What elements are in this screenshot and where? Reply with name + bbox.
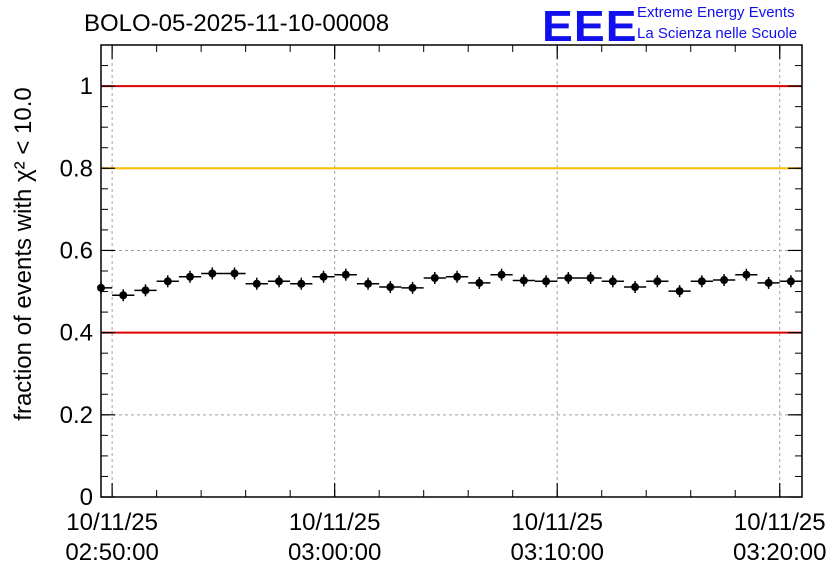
point-marker [97,283,105,292]
data-point [356,277,380,290]
point-marker [586,273,595,282]
point-marker [364,279,373,288]
x-tick-time: 03:00:00 [287,539,382,566]
y-tick-label: 1 [80,73,93,100]
point-marker [675,287,684,296]
x-tick-label: 10/11/25 03:10:00 [510,508,603,568]
y-axis-label: fraction of events with χ² < 10.0 [10,87,37,421]
point-marker [519,276,528,285]
point-marker [341,270,350,279]
point-marker [542,277,551,286]
point-marker [497,270,506,279]
point-marker [386,283,395,292]
point-marker [786,277,795,286]
data-points [97,267,802,302]
data-point [290,277,313,290]
data-point [579,271,602,284]
point-marker [186,272,195,281]
point-marker [163,277,172,286]
point-marker [430,273,439,282]
data-point [334,268,357,281]
point-marker [697,277,706,286]
data-point [245,277,268,290]
point-marker [608,277,617,286]
data-point [134,284,157,297]
x-tick-date: 10/11/25 [66,509,158,536]
point-marker [297,279,306,288]
point-marker [720,276,729,285]
data-point [312,270,335,283]
y-tick-label: 0.8 [60,155,93,182]
data-point [423,271,446,284]
chart-title: BOLO-05-2025-11-10-00008 [84,10,390,37]
data-point [223,267,246,280]
plot-frame [100,44,803,498]
data-point [512,274,535,287]
y-tick-label: 0.4 [60,320,93,347]
data-point [557,271,580,284]
data-point [712,274,736,287]
data-point [97,281,113,294]
data-point [623,281,647,294]
data-point [779,275,802,288]
x-tick-date: 10/11/25 [733,509,826,536]
point-marker [319,272,328,281]
grid-lines [101,45,802,497]
x-tick-date: 10/11/25 [288,509,381,536]
data-point [178,270,202,283]
data-point [646,275,669,288]
point-marker [764,278,773,287]
data-point [690,275,713,288]
y-tick-label: 0.2 [60,402,93,429]
x-tick-label: 10/11/25 02:50:00 [65,508,158,568]
point-marker [742,270,751,279]
data-point [401,281,424,294]
point-marker [119,291,128,300]
data-point [379,281,402,294]
data-point [668,285,691,298]
data-point [267,275,291,288]
y-tick-label: 0 [80,484,93,511]
y-tick-label: 0.6 [60,237,93,264]
data-point [468,276,491,289]
logo-subtitle-line2: La Scienza nelle Scuole [637,25,798,42]
point-marker [275,277,284,286]
axis-ticks: 0 0.2 0.4 0.6 0.8 1 [60,44,802,511]
data-point [601,275,624,288]
x-tick-time: 03:10:00 [510,539,604,566]
data-point [757,276,780,289]
data-point [490,268,513,281]
logo-subtitle-line1: Extreme Energy Events [637,4,795,21]
data-point [112,289,135,302]
point-marker [230,269,239,278]
x-tick-time: 03:20:00 [733,539,827,566]
x-tick-label: 10/11/25 03:00:00 [288,508,381,568]
data-point [735,268,758,281]
data-point [156,275,179,288]
data-point [201,267,224,280]
x-tick-label: 10/11/25 03:20:00 [733,508,826,568]
data-point [534,275,558,288]
data-point [445,270,469,283]
x-tick-time: 02:50:00 [65,539,159,566]
x-tick-date: 10/11/25 [511,509,604,536]
point-marker [408,283,417,292]
point-marker [475,278,484,287]
eee-logo: EEE [542,2,638,51]
point-marker [141,286,150,295]
point-marker [453,272,462,281]
point-marker [631,283,640,292]
point-marker [252,279,261,288]
point-marker [208,269,217,278]
reference-lines [101,85,802,334]
point-marker [564,273,573,282]
point-marker [653,277,662,286]
